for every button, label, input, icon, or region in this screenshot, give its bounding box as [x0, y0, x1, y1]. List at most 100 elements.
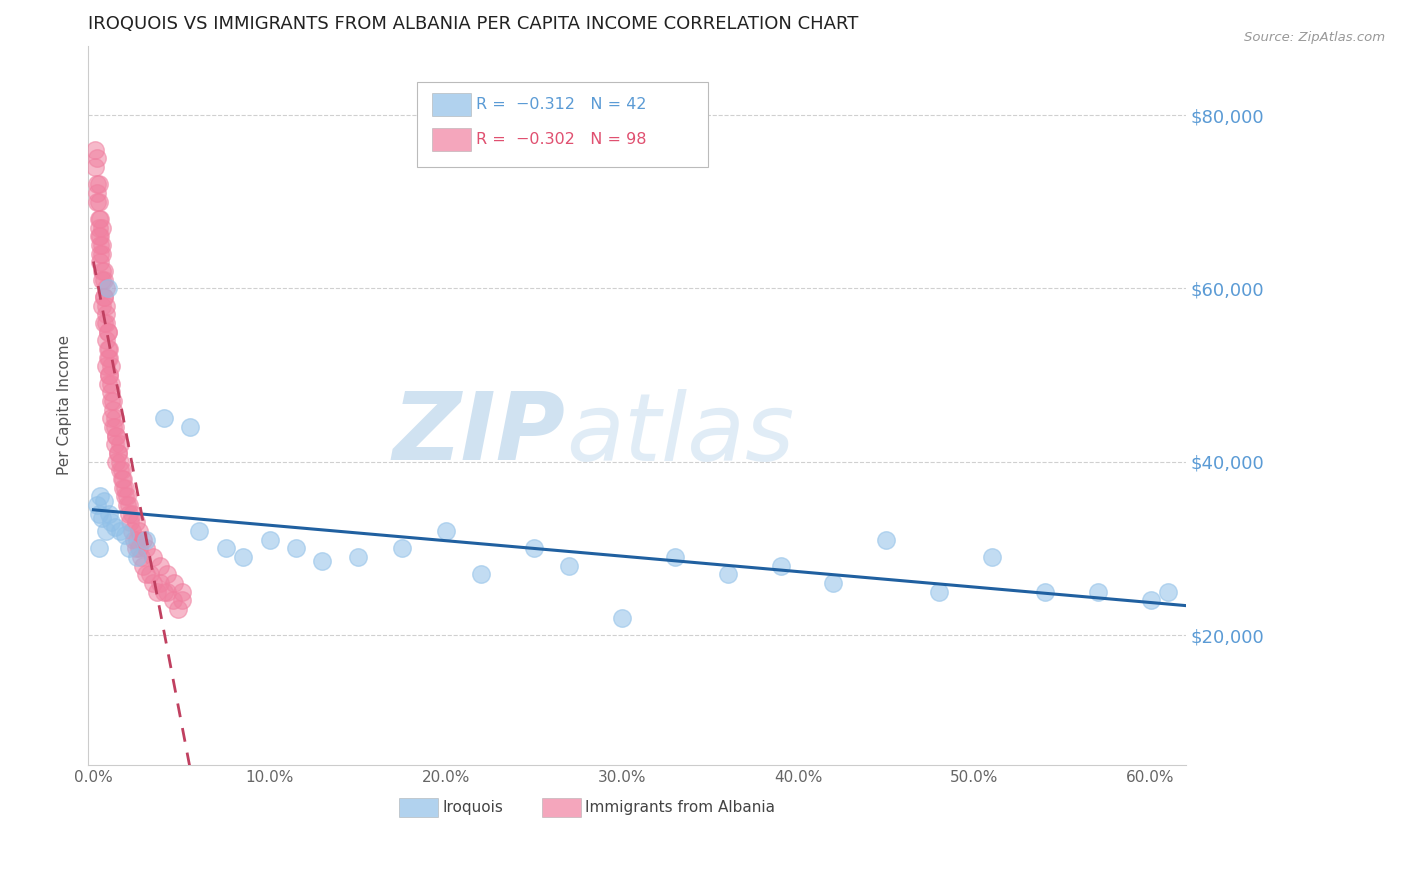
Point: [156, 584, 179, 599]
Point: [188, 524, 211, 538]
Point: [153, 584, 176, 599]
Point: [127, 533, 149, 547]
Point: [115, 498, 138, 512]
Point: [114, 528, 136, 542]
Point: [100, 385, 122, 400]
Point: [558, 558, 581, 573]
Point: [170, 593, 193, 607]
Point: [87, 541, 110, 556]
Point: [84, 160, 107, 174]
Point: [103, 420, 125, 434]
Point: [93, 493, 115, 508]
Point: [105, 428, 128, 442]
Point: [346, 550, 368, 565]
Point: [139, 567, 162, 582]
Y-axis label: Per Capita Income: Per Capita Income: [58, 335, 72, 475]
Point: [96, 342, 118, 356]
FancyBboxPatch shape: [399, 798, 439, 817]
Point: [142, 576, 165, 591]
Point: [311, 554, 333, 568]
Point: [103, 437, 125, 451]
Point: [87, 220, 110, 235]
Point: [125, 541, 148, 556]
Point: [93, 290, 115, 304]
Point: [94, 281, 117, 295]
Point: [114, 481, 136, 495]
Point: [93, 316, 115, 330]
Point: [128, 524, 150, 538]
Point: [162, 593, 184, 607]
Point: [94, 524, 117, 538]
Point: [111, 463, 134, 477]
Point: [94, 307, 117, 321]
Point: [86, 194, 108, 209]
Point: [98, 368, 121, 382]
Point: [89, 229, 111, 244]
Point: [91, 299, 114, 313]
Point: [108, 437, 131, 451]
Point: [94, 334, 117, 348]
Point: [98, 351, 121, 365]
Point: [112, 481, 135, 495]
Point: [153, 411, 176, 425]
Point: [89, 212, 111, 227]
Point: [470, 567, 492, 582]
Point: [132, 558, 155, 573]
Point: [981, 550, 1004, 565]
Point: [105, 428, 128, 442]
Point: [823, 576, 845, 591]
Point: [232, 550, 254, 565]
Point: [87, 507, 110, 521]
Point: [179, 420, 201, 434]
Point: [89, 238, 111, 252]
Point: [135, 567, 157, 582]
Point: [1033, 584, 1056, 599]
Point: [118, 541, 141, 556]
Point: [214, 541, 236, 556]
Point: [98, 342, 121, 356]
Point: [96, 281, 118, 295]
Point: [91, 220, 114, 235]
Point: [101, 394, 124, 409]
Point: [98, 368, 121, 382]
FancyBboxPatch shape: [541, 798, 581, 817]
Point: [103, 411, 125, 425]
Point: [769, 558, 792, 573]
Point: [91, 264, 114, 278]
Point: [103, 520, 125, 534]
Point: [156, 567, 179, 582]
Point: [163, 576, 186, 591]
Point: [118, 507, 141, 521]
Point: [100, 376, 122, 391]
Point: [1139, 593, 1161, 607]
FancyBboxPatch shape: [432, 128, 471, 151]
Point: [87, 178, 110, 192]
Point: [96, 325, 118, 339]
Point: [86, 178, 108, 192]
Text: Source: ZipAtlas.com: Source: ZipAtlas.com: [1244, 31, 1385, 45]
Point: [664, 550, 686, 565]
Point: [523, 541, 546, 556]
Point: [91, 246, 114, 260]
Point: [610, 611, 633, 625]
Point: [86, 186, 108, 200]
Point: [112, 472, 135, 486]
Text: R =  −0.312   N = 42: R = −0.312 N = 42: [475, 97, 647, 112]
Point: [87, 229, 110, 244]
Point: [120, 516, 142, 530]
Point: [94, 359, 117, 374]
Point: [115, 490, 138, 504]
Point: [91, 273, 114, 287]
Point: [91, 511, 114, 525]
Text: Immigrants from Albania: Immigrants from Albania: [585, 800, 775, 815]
Point: [146, 584, 169, 599]
Point: [125, 516, 148, 530]
Point: [135, 533, 157, 547]
Point: [285, 541, 308, 556]
Point: [128, 541, 150, 556]
Point: [434, 524, 457, 538]
Point: [717, 567, 740, 582]
Point: [86, 152, 108, 166]
Point: [94, 299, 117, 313]
Point: [101, 402, 124, 417]
